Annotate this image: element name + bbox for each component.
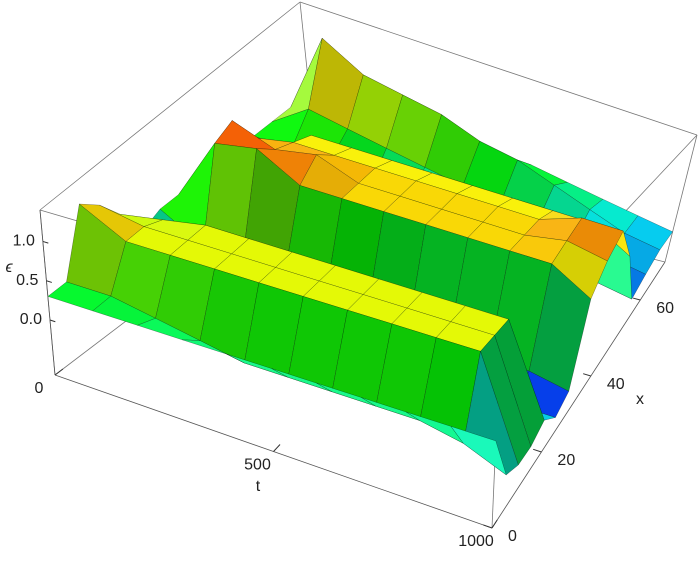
z-axis-line bbox=[39, 209, 56, 376]
x-tick-label: 60 bbox=[656, 300, 674, 317]
x-tick-label: 20 bbox=[557, 452, 575, 469]
z-tick-label: 0.0 bbox=[20, 311, 42, 328]
x-tick-label: 0 bbox=[508, 528, 517, 545]
t-tick-label: 500 bbox=[244, 457, 271, 474]
x-tick bbox=[533, 448, 542, 453]
box-edge bbox=[299, 1, 698, 136]
x-tick bbox=[483, 524, 493, 529]
x-axis-line bbox=[491, 261, 666, 529]
x-axis-label: x bbox=[636, 391, 644, 408]
t-tick bbox=[273, 444, 281, 452]
z-tick-label: 0.5 bbox=[16, 272, 38, 289]
x-tick bbox=[583, 373, 592, 377]
box-edge bbox=[39, 1, 301, 211]
z-tick-label: 1.0 bbox=[13, 233, 35, 250]
surface-patch bbox=[566, 217, 624, 262]
box-edge bbox=[664, 134, 698, 263]
t-tick bbox=[54, 368, 64, 376]
x-tick-label: 40 bbox=[607, 376, 625, 393]
z-tick bbox=[46, 280, 52, 283]
surface-patch bbox=[624, 215, 673, 251]
surface-patch bbox=[450, 425, 507, 476]
t-axis-label: t bbox=[256, 478, 261, 495]
surface-patch bbox=[551, 240, 608, 300]
t-tick bbox=[491, 519, 498, 529]
z-tick bbox=[49, 319, 56, 323]
surface-patch bbox=[494, 318, 545, 448]
x-tick bbox=[632, 297, 641, 301]
z-axis-label: ϵ bbox=[5, 259, 13, 276]
t-tick-label: 0 bbox=[35, 380, 44, 397]
surface-patch bbox=[528, 263, 592, 392]
t-tick-label: 1000 bbox=[458, 533, 494, 550]
z-tick bbox=[42, 240, 49, 244]
